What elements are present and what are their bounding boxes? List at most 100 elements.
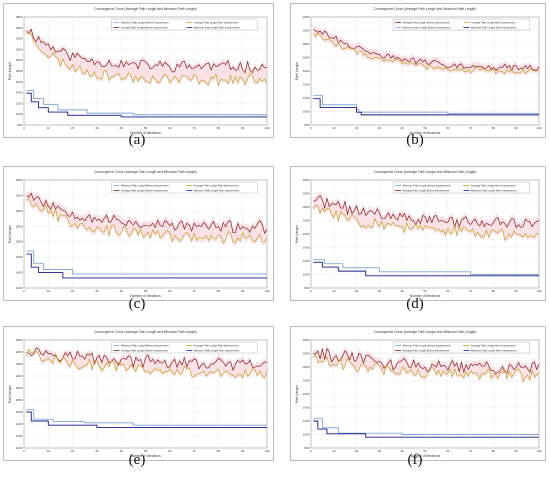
- chart-a-title: Convergence Curve (Average Path Length a…: [94, 7, 197, 11]
- chart-b-band: [313, 25, 539, 77]
- chart-e-panel: Convergence Curve (Average Path Length a…: [3, 326, 274, 461]
- chart-e-xtick-label: 20: [71, 449, 75, 453]
- chart-e-ytick-label: 2600: [16, 350, 23, 354]
- chart-c-xtick-label: 10: [47, 289, 51, 293]
- chart-d-xtick-label: 30: [378, 289, 382, 293]
- chart-b-legend-entry: Minimum Path Length Before Improvement: [403, 26, 451, 29]
- chart-d-series-average-path-length-before-improvement: [313, 195, 540, 229]
- chart-d-ylabel: Path Length: [295, 225, 299, 243]
- chart-b-legend-entry: Average Path Length Before Improvement: [403, 21, 450, 24]
- chart-e-series-average-path-length-before-improvement: [26, 347, 268, 371]
- chart-a-ytick-label: 1000: [16, 112, 23, 116]
- chart-d-series-minimum-path-length-after-improvement: [313, 261, 539, 277]
- chart-b-xtick-label: 0: [310, 126, 312, 130]
- chart-e-ytick-label: 1000: [16, 446, 23, 450]
- chart-c-panel: Convergence Curve (Average Path Length a…: [3, 166, 274, 301]
- chart-b-xtick-label: 80: [492, 126, 496, 130]
- chart-f-ytick-label: 1400: [303, 406, 310, 410]
- chart-a-xtick-label: 30: [95, 126, 99, 130]
- chart-e-series-average-path-length-after-improvement: [26, 348, 268, 379]
- chart-d-panel: Convergence Curve (Average Path Length a…: [290, 166, 546, 301]
- chart-b-xtick-label: 10: [332, 126, 336, 130]
- chart-a-xtick-label: 50: [144, 126, 148, 130]
- chart-c-xtick-label: 0: [23, 289, 25, 293]
- chart-a-legend-entry: Average Path Length Before Improvement: [121, 26, 168, 29]
- chart-e-legend-entry: Average Path Length After Improvement: [194, 344, 239, 347]
- chart-b-xlabel: Number of Iterations: [410, 131, 441, 135]
- chart-b-xtick-label: 90: [515, 126, 519, 130]
- chart-e-series-minimum-path-length-after-improvement: [26, 411, 267, 429]
- chart-f-legend-entry: Average Path Length Before Improvement: [403, 349, 450, 352]
- chart-f-xtick-label: 20: [355, 449, 359, 453]
- chart-e-label: (e): [128, 452, 146, 468]
- chart-b-legend-entry: Minimum Path Length After Improvement: [471, 26, 517, 29]
- chart-a-label: (a): [128, 132, 146, 148]
- chart-b-xtick-label: 60: [446, 126, 450, 130]
- chart-e-ytick-label: 1400: [16, 422, 23, 426]
- chart-a-xtick-label: 20: [71, 126, 75, 130]
- chart-a-panel: Convergence Curve (Average Path Length a…: [3, 3, 274, 138]
- chart-f-ytick-label: 2000: [303, 365, 310, 369]
- chart-e-xtick-label: 80: [217, 449, 221, 453]
- chart-e-ytick-label: 2200: [16, 374, 23, 378]
- chart-f-xtick-label: 30: [378, 449, 382, 453]
- chart-e-xtick-label: 0: [23, 449, 25, 453]
- chart-c-legend: [111, 181, 258, 194]
- chart-c-band: [26, 188, 268, 247]
- chart-d-ytick-label: 1200: [303, 259, 310, 263]
- chart-e-legend-entry: Minimum Path Length After Improvement: [194, 349, 240, 352]
- chart-d-ytick-label: 1800: [303, 219, 310, 223]
- chart-c-ytick-label: 1400: [16, 271, 23, 275]
- chart-a-ytick-label: 800: [17, 123, 22, 127]
- chart-d-legend-entry: Average Path Length After Improvement: [471, 184, 516, 187]
- chart-f-svg: Convergence Curve (Average Path Length a…: [295, 330, 542, 458]
- chart-e-ytick-label: 1600: [16, 410, 23, 414]
- chart-b-xtick-label: 100: [536, 126, 541, 130]
- chart-e-ytick-label: 2400: [16, 362, 23, 366]
- chart-c-xtick-label: 50: [144, 289, 148, 293]
- chart-d-xlabel: Number of Iterations: [410, 294, 441, 298]
- chart-f-legend-entry: Minimum Path Length After Improvement: [471, 349, 517, 352]
- chart-e-xtick-label: 10: [47, 449, 51, 453]
- chart-e-svg: Convergence Curve (Average Path Length a…: [8, 330, 270, 458]
- chart-c-ytick-label: 2600: [16, 178, 23, 182]
- chart-a-series-average-path-length-after-improvement: [26, 32, 268, 86]
- chart-d-ytick-label: 2200: [303, 192, 310, 196]
- chart-f-series-minimum-path-length-before-improvement: [313, 417, 539, 435]
- chart-c-series-minimum-path-length-after-improvement: [26, 253, 267, 279]
- chart-e-xtick-label: 100: [264, 449, 269, 453]
- chart-b-ytick-label: 1800: [303, 56, 310, 60]
- chart-d-band: [313, 191, 539, 243]
- chart-b-title: Convergence Curve (Average Path Length a…: [374, 7, 477, 11]
- chart-f-xtick-label: 50: [423, 449, 427, 453]
- chart-a-ytick-label: 1600: [16, 80, 23, 84]
- chart-a-series-minimum-path-length-after-improvement: [26, 92, 267, 118]
- chart-b-ytick-label: 1200: [303, 96, 310, 100]
- chart-c-series-average-path-length-after-improvement: [26, 197, 268, 244]
- chart-a-legend-entry: Minimum Path Length After Improvement: [194, 26, 240, 29]
- chart-a-svg: Convergence Curve (Average Path Length a…: [8, 7, 270, 135]
- chart-a-legend: [111, 18, 258, 31]
- chart-d-ytick-label: 1400: [303, 246, 310, 250]
- chart-d-legend-entry: Minimum Path Length After Improvement: [471, 189, 517, 192]
- chart-f-label: (f): [407, 452, 423, 468]
- chart-a-ytick-label: 1200: [16, 101, 23, 105]
- chart-a-legend-entry: Minimum Path Length Before Improvement: [121, 21, 169, 24]
- chart-f-series-average-path-length-after-improvement: [312, 353, 540, 383]
- chart-b-series-average-path-length-before-improvement: [313, 29, 540, 72]
- chart-a-xtick-label: 0: [23, 126, 25, 130]
- chart-e-title: Convergence Curve (Average Path Length a…: [94, 330, 197, 334]
- chart-b-ytick-label: 2000: [303, 42, 310, 46]
- chart-d-xtick-label: 50: [423, 289, 427, 293]
- chart-b-ytick-label: 2200: [303, 29, 310, 33]
- chart-f-ytick-label: 1800: [303, 379, 310, 383]
- chart-b-svg: Convergence Curve (Average Path Length a…: [295, 7, 542, 135]
- chart-d-ytick-label: 800: [304, 286, 309, 290]
- chart-d-legend-entry: Minimum Path Length Before Improvement: [403, 184, 451, 187]
- chart-a-ylabel: Path Length: [8, 62, 12, 80]
- chart-f-xtick-label: 90: [515, 449, 519, 453]
- chart-c-title: Convergence Curve (Average Path Length a…: [94, 170, 197, 174]
- chart-f-ytick-label: 800: [304, 446, 309, 450]
- chart-e-xtick-label: 40: [120, 449, 124, 453]
